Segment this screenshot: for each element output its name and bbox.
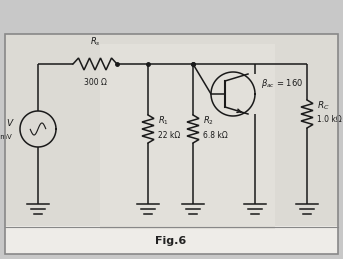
- Text: $R_1$: $R_1$: [158, 115, 169, 127]
- Bar: [100, 44, 275, 229]
- Text: $R_s$: $R_s$: [90, 35, 100, 48]
- Text: Fig.6: Fig.6: [155, 236, 187, 246]
- Bar: [5, 34, 338, 254]
- Bar: [5, 226, 338, 254]
- Text: V: V: [6, 119, 12, 127]
- Text: 22 kΩ: 22 kΩ: [158, 131, 180, 140]
- Bar: [5, 34, 338, 229]
- Text: $\beta_{ac}$ = 160: $\beta_{ac}$ = 160: [261, 77, 303, 90]
- Text: $R_2$: $R_2$: [203, 115, 214, 127]
- Text: $R_C$: $R_C$: [317, 100, 330, 112]
- Text: 300 Ω: 300 Ω: [84, 78, 106, 87]
- Text: 1.0 kΩ: 1.0 kΩ: [317, 116, 342, 125]
- Text: 10 mV: 10 mV: [0, 134, 12, 140]
- Text: 6.8 kΩ: 6.8 kΩ: [203, 131, 228, 140]
